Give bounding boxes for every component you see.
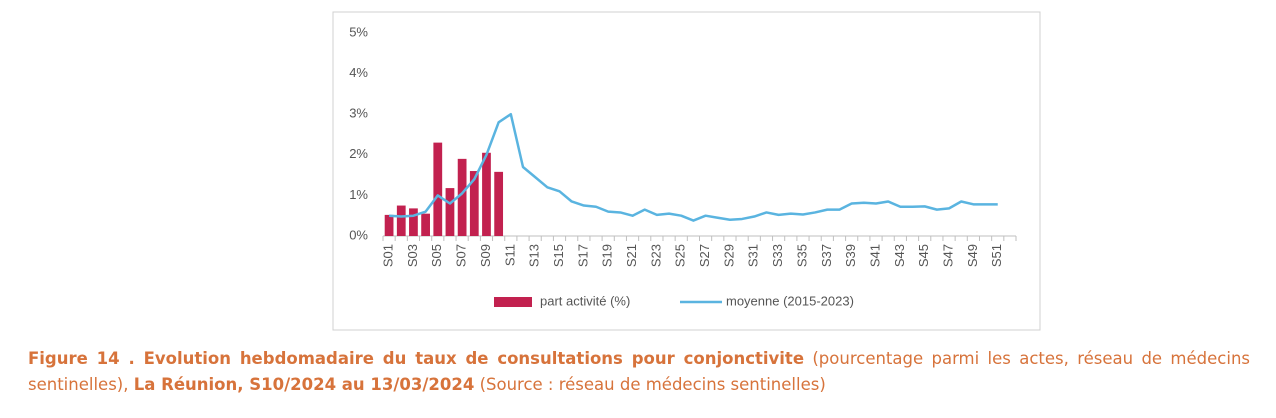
bar xyxy=(457,158,467,236)
x-tick-label: S05 xyxy=(429,244,444,267)
x-tick-label: S27 xyxy=(697,244,712,267)
bar xyxy=(469,171,479,236)
x-tick-label: S33 xyxy=(770,244,785,267)
x-tick-label: S17 xyxy=(575,244,590,267)
caption: Figure 14 . Evolution hebdomadaire du ta… xyxy=(28,346,1250,398)
bar xyxy=(384,214,394,236)
x-tick-label: S25 xyxy=(673,244,688,267)
x-tick-label: S41 xyxy=(867,244,882,267)
bar xyxy=(433,142,443,236)
x-tick-label: S01 xyxy=(381,244,396,267)
x-tick-label: S47 xyxy=(940,244,955,267)
caption-part: (pourcentage parmi les actes, réseau de … xyxy=(28,349,1250,394)
x-tick-label: S37 xyxy=(819,244,834,267)
x-tick-label: S39 xyxy=(843,244,858,267)
bar xyxy=(409,208,418,236)
x-tick-label: S35 xyxy=(794,244,809,267)
x-tick-label: S07 xyxy=(454,244,469,267)
bar xyxy=(494,171,504,236)
x-tick-label: S11 xyxy=(502,244,517,266)
x-tick-label: S45 xyxy=(916,244,931,267)
line xyxy=(389,112,998,222)
chart-frame xyxy=(332,11,1041,331)
x-tick-label: S09 xyxy=(478,244,493,267)
y-tick-label: 3% xyxy=(349,106,368,121)
x-tick-label: S21 xyxy=(624,244,639,267)
caption-part: Figure 14 . Evolution hebdomadaire du ta… xyxy=(28,349,805,368)
bar xyxy=(396,205,406,236)
legend-label: moyenne (2015-2023) xyxy=(726,293,854,308)
x-tick-label: S31 xyxy=(746,244,761,267)
y-tick-label: 0% xyxy=(349,227,368,242)
caption-part: La Réunion, S10/2024 au 13/03/2024 xyxy=(133,375,475,394)
x-tick-label: S51 xyxy=(989,244,1004,267)
x-tick-label: S29 xyxy=(721,244,736,267)
y-tick-label: 2% xyxy=(349,146,368,161)
x-tick-label: S13 xyxy=(527,244,542,267)
y-tick-label: 5% xyxy=(349,24,368,39)
bar xyxy=(482,152,491,236)
bar xyxy=(445,188,455,236)
x-tick-label: S03 xyxy=(405,244,420,267)
chart: 0% 1% 2% 3% 4% 5% S01 S03 S05 S07 S09 S11 S13 S15 S17 S… xyxy=(332,11,1041,331)
x-tick-label: S49 xyxy=(965,244,980,267)
caption-part: (Source : réseau de médecins sentinelles… xyxy=(474,375,826,394)
y-tick-label: 1% xyxy=(349,187,368,202)
x-tick-label: S15 xyxy=(551,244,566,267)
bar xyxy=(421,213,430,236)
x-tick-label: S43 xyxy=(892,244,907,267)
x-tick-label: S19 xyxy=(600,244,615,267)
y-tick-label: 4% xyxy=(349,65,368,80)
x-tick-label: S23 xyxy=(648,244,663,267)
legend-swatch xyxy=(494,297,532,307)
legend-label: part activité (%) xyxy=(540,293,630,308)
